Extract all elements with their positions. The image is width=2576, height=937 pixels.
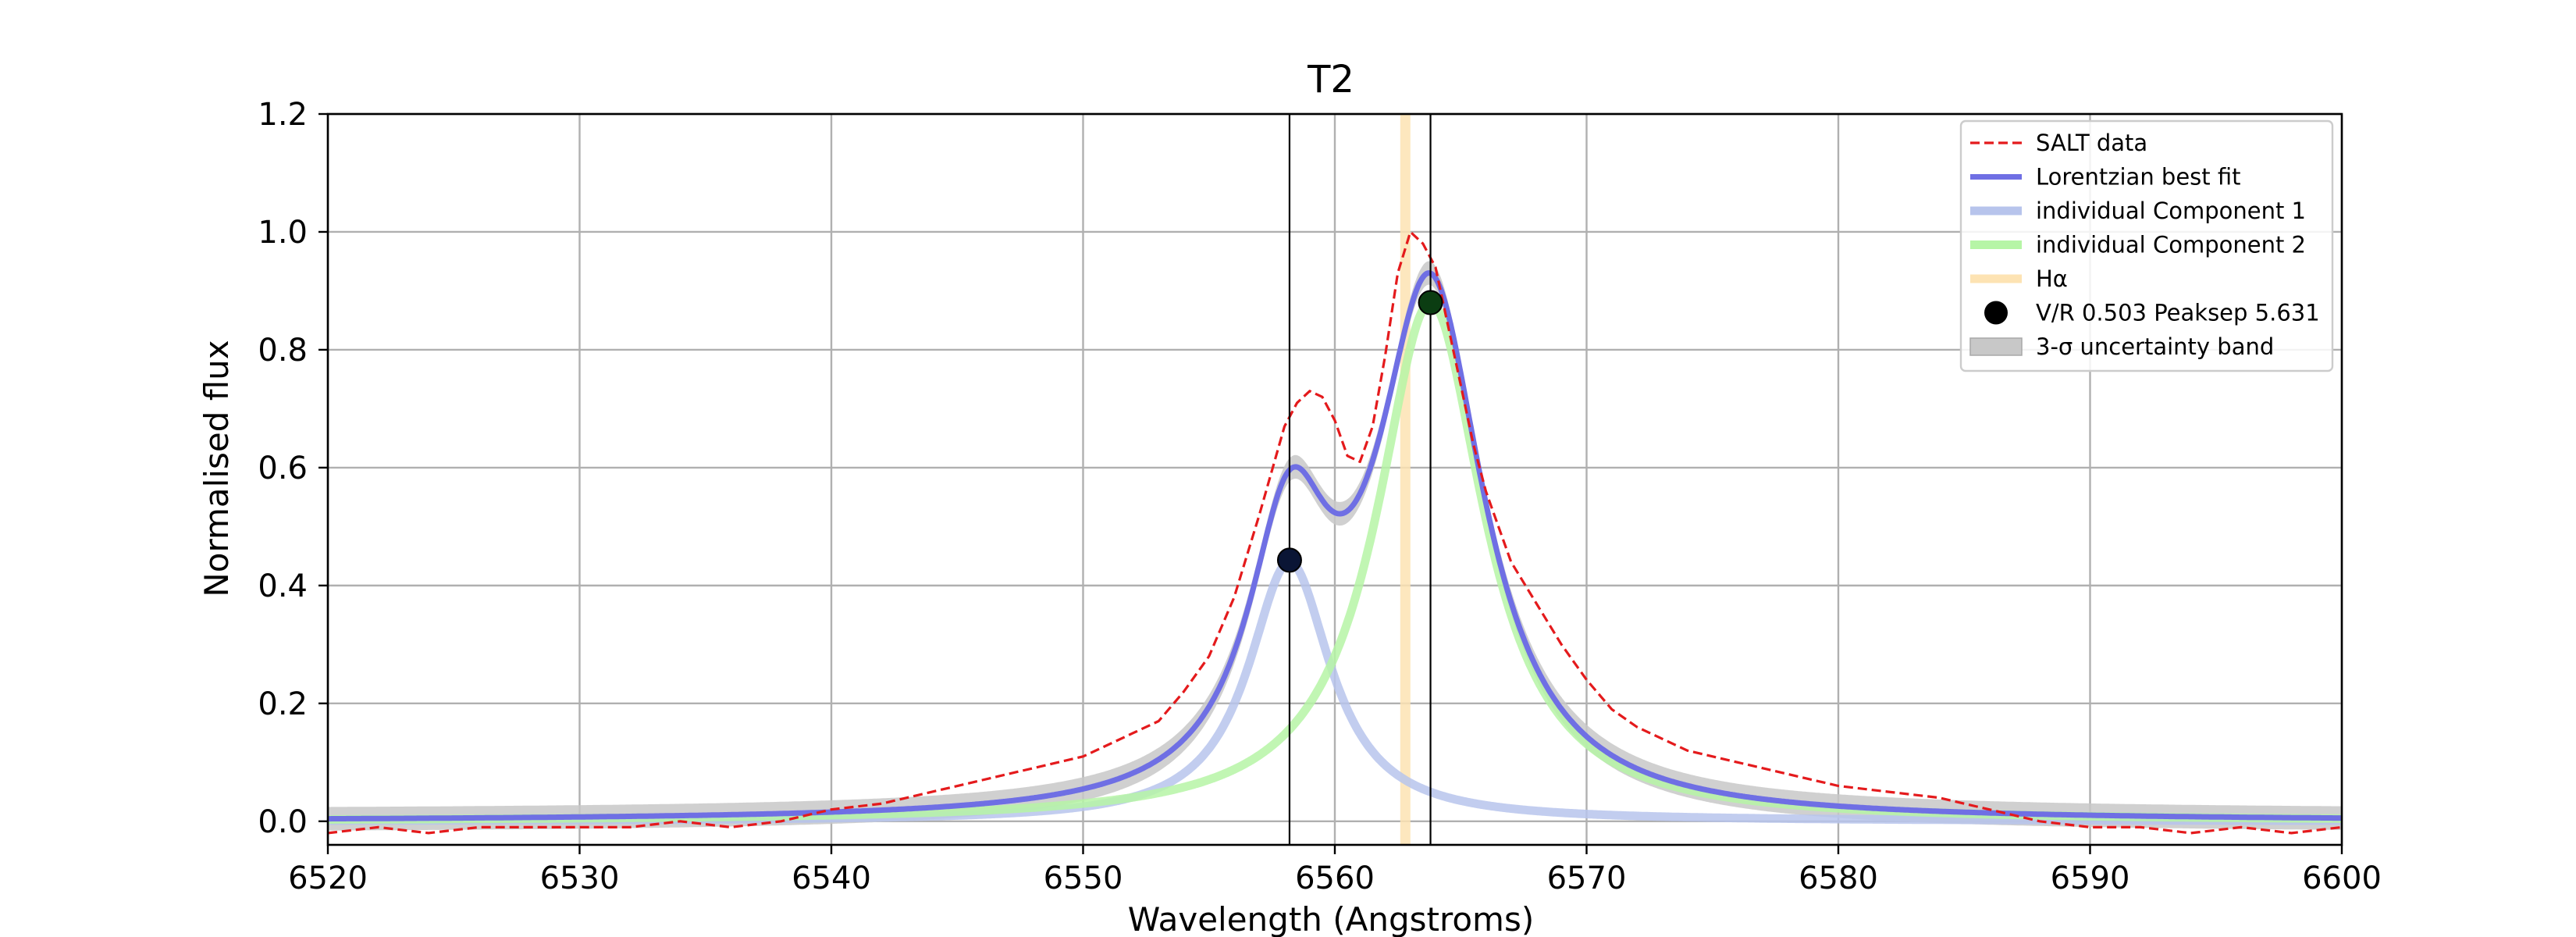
y-tick-label: 0.6 bbox=[258, 451, 308, 486]
best-fit bbox=[326, 270, 2343, 822]
y-ticks: 0.0 0.2 0.4 0.6 0.8 1.0 1.2 bbox=[258, 97, 328, 840]
peak-markers bbox=[1276, 290, 1443, 573]
y-tick-label: 0.2 bbox=[258, 686, 308, 722]
legend-label: Hα bbox=[2036, 265, 2068, 292]
salt-data-line bbox=[327, 230, 2343, 835]
legend-label: Lorentzian best fit bbox=[2036, 164, 2241, 191]
y-tick-label: 0.4 bbox=[258, 568, 308, 604]
legend-swatch-band bbox=[1969, 337, 2023, 356]
x-tick-label: 6600 bbox=[2302, 860, 2382, 896]
legend-label: individual Component 2 bbox=[2036, 232, 2306, 258]
x-tick-label: 6590 bbox=[2051, 860, 2130, 896]
legend-label: individual Component 1 bbox=[2036, 198, 2306, 224]
x-tick-label: 6560 bbox=[1295, 860, 1375, 896]
legend-swatch-marker bbox=[1984, 301, 2008, 325]
legend-label: V/R 0.503 Peaksep 5.631 bbox=[2036, 300, 2320, 326]
x-tick-label: 6570 bbox=[1547, 860, 1627, 896]
chart-title: T2 bbox=[1307, 58, 1354, 102]
x-tick-label: 6550 bbox=[1044, 860, 1123, 896]
x-axis-label: Wavelength (Angstroms) bbox=[1128, 900, 1534, 937]
y-tick-label: 0.8 bbox=[258, 333, 308, 369]
legend-box bbox=[1959, 119, 2334, 372]
legend-label: 3-σ uncertainty band bbox=[2036, 333, 2274, 360]
y-tick-label: 1.0 bbox=[258, 215, 308, 251]
peak-marker bbox=[1276, 547, 1302, 573]
best-fit-line bbox=[326, 270, 2343, 822]
x-tick-label: 6580 bbox=[1799, 860, 1878, 896]
legend-label: SALT data bbox=[2036, 130, 2147, 156]
y-tick-label: 1.2 bbox=[258, 97, 308, 133]
x-tick-label: 6520 bbox=[288, 860, 368, 896]
legend: SALT data Lorentzian best fit individual C… bbox=[1959, 119, 2334, 372]
x-ticks: 6520 6530 6540 6550 6560 6570 6580 6590 6600 bbox=[288, 845, 2382, 896]
salt-data bbox=[327, 230, 2343, 835]
y-axis-label: Normalised flux bbox=[197, 340, 236, 597]
y-tick-label: 0.0 bbox=[258, 804, 308, 840]
peak-marker bbox=[1418, 290, 1443, 315]
x-tick-label: 6530 bbox=[540, 860, 620, 896]
peak-lines bbox=[1288, 114, 1432, 845]
x-tick-label: 6540 bbox=[792, 860, 871, 896]
